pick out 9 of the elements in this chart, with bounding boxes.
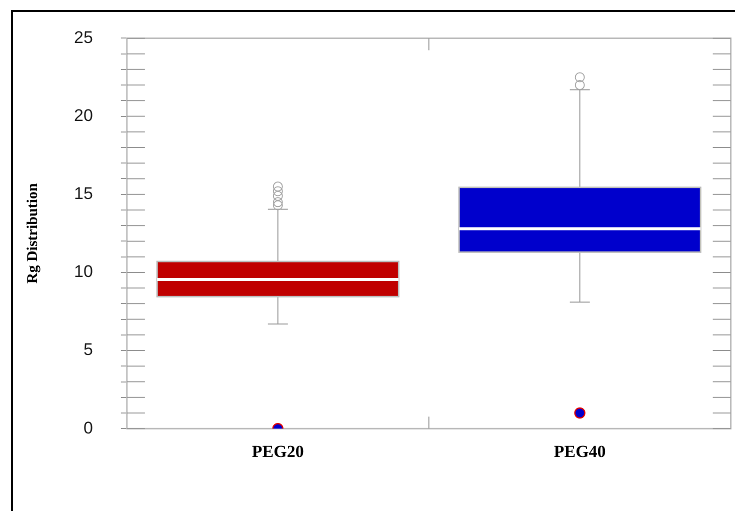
y-tick-label: 10 bbox=[74, 262, 93, 282]
y-axis-title: Rg Distribution bbox=[24, 182, 41, 284]
x-tick-label: PEG40 bbox=[554, 442, 606, 462]
y-tick-label: 25 bbox=[74, 28, 93, 47]
y-tick-label: 0 bbox=[83, 418, 93, 438]
y-tick-label: 20 bbox=[74, 106, 93, 125]
y-tick-label: 5 bbox=[83, 340, 93, 360]
x-tick-label: PEG20 bbox=[252, 442, 304, 462]
y-tick-label: 15 bbox=[74, 184, 93, 204]
